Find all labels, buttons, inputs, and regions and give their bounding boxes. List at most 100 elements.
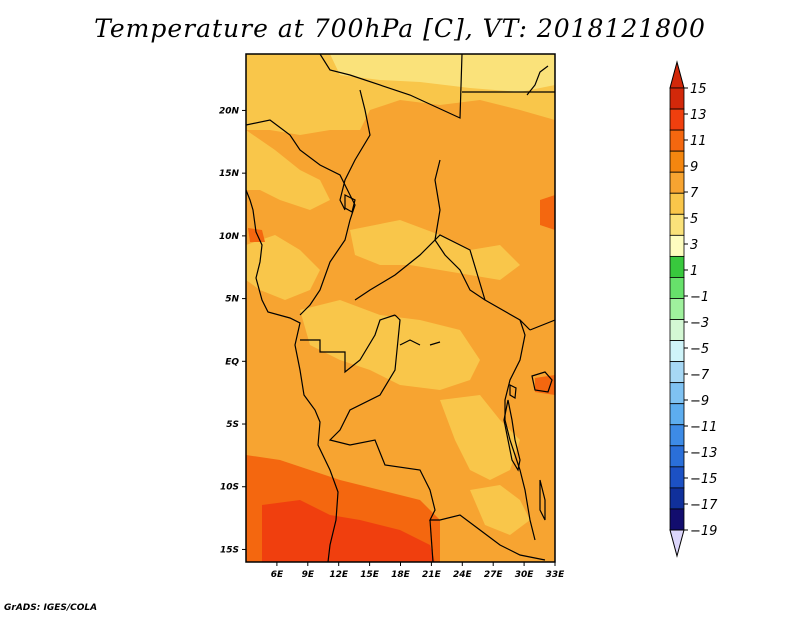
border-niger-chad bbox=[339, 89, 371, 211]
lon-tick-label: 33E bbox=[546, 570, 566, 580]
colorbar-top-arrow bbox=[669, 60, 685, 89]
colorbar-label: 11 bbox=[690, 134, 707, 149]
colorbar-box bbox=[669, 487, 685, 510]
colorbar-label: −5 bbox=[690, 342, 709, 357]
colorbar-label: 9 bbox=[690, 160, 698, 175]
lon-tick-label: 27E bbox=[484, 570, 504, 580]
colorbar-label: 15 bbox=[690, 82, 707, 97]
colorbar-box bbox=[669, 508, 685, 531]
colorbar-box bbox=[669, 361, 685, 384]
colorbar-label: −7 bbox=[690, 368, 710, 383]
field-7-north-2 bbox=[246, 130, 330, 210]
lat-tick-label: EQ bbox=[225, 357, 239, 367]
colorbar-label: −3 bbox=[690, 316, 709, 331]
field-11-south bbox=[246, 455, 440, 562]
colorbar-box bbox=[669, 277, 685, 299]
colorbar-box bbox=[669, 382, 685, 405]
lon-tick-label: 24E bbox=[453, 570, 473, 580]
field-7-west bbox=[246, 235, 320, 300]
lat-tick-label: 5N bbox=[225, 295, 239, 305]
lake-malawi bbox=[539, 479, 546, 521]
map-axes: 6E 9E 12E 15E 18E 21E 24E 27E 30E 33E 20N 15N 10N 5N E… bbox=[219, 106, 565, 580]
country-borders bbox=[246, 54, 555, 562]
colorbar-box bbox=[669, 403, 685, 426]
field-11-west bbox=[248, 228, 265, 242]
field-11-east-2 bbox=[535, 375, 555, 395]
colorbar-label: −15 bbox=[690, 472, 717, 487]
colorbar-labels: 15 13 11 9 7 5 3 1 −1 −3 −5 −7 −9 −11 −13 −15 −17 −19 bbox=[684, 82, 718, 539]
colorbar-label: 5 bbox=[690, 212, 698, 227]
colorbar-label: 1 bbox=[690, 264, 698, 279]
field-5-north bbox=[330, 54, 555, 92]
field-13-south bbox=[262, 500, 435, 562]
lake-chad bbox=[344, 194, 356, 213]
colorbar-box bbox=[669, 150, 685, 173]
coastline-west bbox=[246, 189, 339, 562]
border-north bbox=[319, 54, 463, 119]
lat-tick-label: 15S bbox=[220, 545, 239, 555]
field-7-se bbox=[470, 485, 530, 535]
colorbar-box bbox=[669, 424, 685, 447]
lon-tick-label: 30E bbox=[515, 570, 535, 580]
colorbar-box bbox=[669, 298, 685, 320]
border-nigeria bbox=[246, 119, 356, 316]
lon-tick-label: 9E bbox=[302, 570, 315, 580]
temperature-shading bbox=[246, 54, 555, 562]
lon-tick-label: 18E bbox=[391, 570, 411, 580]
map-title: Temperature at 700hPa [C], VT: 201812180… bbox=[94, 14, 706, 43]
border-east-lakes bbox=[504, 319, 536, 541]
lat-tick-label: 10N bbox=[219, 232, 240, 242]
lon-tick-label: 15E bbox=[360, 570, 380, 580]
colorbar-box bbox=[669, 129, 685, 152]
field-11-east bbox=[540, 195, 555, 230]
lon-tick-label: 21E bbox=[422, 570, 442, 580]
colorbar-bottom-arrow bbox=[669, 529, 685, 558]
field-7-mid bbox=[300, 300, 480, 390]
colorbar-label: −17 bbox=[690, 498, 718, 513]
border-drc bbox=[328, 314, 546, 561]
colorbar-box bbox=[669, 445, 685, 468]
colorbar-label: −9 bbox=[690, 394, 709, 409]
footer-credit: GrADS: IGES/COLA bbox=[4, 603, 98, 613]
colorbar-box bbox=[669, 466, 685, 489]
lat-tick-label: 5S bbox=[226, 420, 239, 430]
colorbar-label: −13 bbox=[690, 446, 717, 461]
lon-tick-label: 6E bbox=[271, 570, 284, 580]
colorbar-box bbox=[669, 319, 685, 341]
lake-tanganyika bbox=[503, 399, 521, 472]
border-angola-zambia bbox=[429, 519, 434, 562]
colorbar-box bbox=[669, 213, 685, 236]
map-frame bbox=[245, 53, 556, 563]
colorbar-label: −1 bbox=[690, 290, 709, 305]
lake-victoria bbox=[531, 371, 553, 393]
field-7-north bbox=[246, 54, 555, 135]
lake-kivu bbox=[509, 384, 517, 400]
field-7-east bbox=[440, 395, 520, 480]
colorbar-box bbox=[669, 255, 685, 278]
field-base bbox=[246, 54, 555, 562]
coast-east-top bbox=[526, 65, 549, 96]
colorbar-box bbox=[669, 234, 685, 257]
colorbar-box bbox=[669, 108, 685, 131]
river-congo-1 bbox=[399, 339, 421, 346]
lat-tick-label: 15N bbox=[219, 169, 240, 179]
colorbar-label: 3 bbox=[690, 238, 698, 253]
river-congo-2 bbox=[429, 341, 441, 346]
lat-tick-label: 10S bbox=[220, 483, 239, 493]
field-7-central bbox=[350, 220, 520, 280]
border-chad-sudan bbox=[434, 159, 486, 301]
colorbar-box bbox=[669, 87, 685, 110]
colorbar-label: −19 bbox=[690, 524, 717, 539]
border-car bbox=[354, 234, 531, 331]
colorbar-label: −11 bbox=[690, 420, 717, 435]
colorbar-box bbox=[669, 340, 685, 363]
border-congo bbox=[300, 314, 396, 374]
colorbar-label: 7 bbox=[690, 186, 699, 201]
colorbar-box bbox=[669, 171, 685, 194]
colorbar-boxes bbox=[669, 60, 685, 558]
border-uganda-kenya bbox=[529, 319, 555, 331]
colorbar-box bbox=[669, 192, 685, 215]
lat-tick-label: 20N bbox=[219, 106, 240, 116]
